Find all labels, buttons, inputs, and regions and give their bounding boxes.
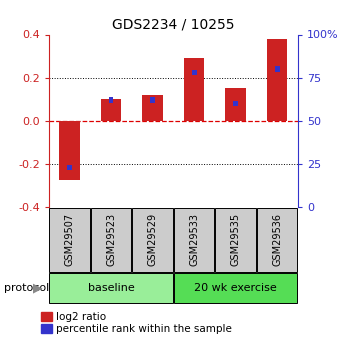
- Bar: [257, 208, 297, 272]
- Bar: [132, 208, 173, 272]
- Bar: [174, 273, 297, 303]
- Bar: [59, 121, 80, 180]
- Bar: [225, 88, 246, 121]
- Bar: [49, 208, 90, 272]
- Bar: [215, 208, 256, 272]
- Bar: [142, 95, 163, 121]
- Bar: [174, 208, 214, 272]
- Text: GSM29535: GSM29535: [231, 213, 240, 266]
- Text: GSM29507: GSM29507: [65, 213, 74, 266]
- Bar: [109, 97, 113, 103]
- Text: GSM29536: GSM29536: [272, 213, 282, 266]
- Bar: [267, 39, 287, 121]
- Bar: [49, 273, 173, 303]
- Bar: [192, 70, 196, 75]
- Text: baseline: baseline: [88, 283, 134, 293]
- Bar: [101, 99, 121, 121]
- Bar: [150, 97, 155, 103]
- Text: GSM29529: GSM29529: [148, 213, 157, 266]
- Bar: [275, 66, 279, 72]
- Text: protocol: protocol: [4, 283, 49, 293]
- Bar: [91, 208, 131, 272]
- Title: GDS2234 / 10255: GDS2234 / 10255: [112, 18, 235, 32]
- Legend: log2 ratio, percentile rank within the sample: log2 ratio, percentile rank within the s…: [41, 312, 232, 334]
- Text: GSM29523: GSM29523: [106, 213, 116, 266]
- Bar: [67, 165, 72, 170]
- Text: GSM29533: GSM29533: [189, 213, 199, 266]
- Text: 20 wk exercise: 20 wk exercise: [194, 283, 277, 293]
- Bar: [233, 101, 238, 106]
- Bar: [184, 58, 204, 121]
- Text: ▶: ▶: [33, 282, 43, 295]
